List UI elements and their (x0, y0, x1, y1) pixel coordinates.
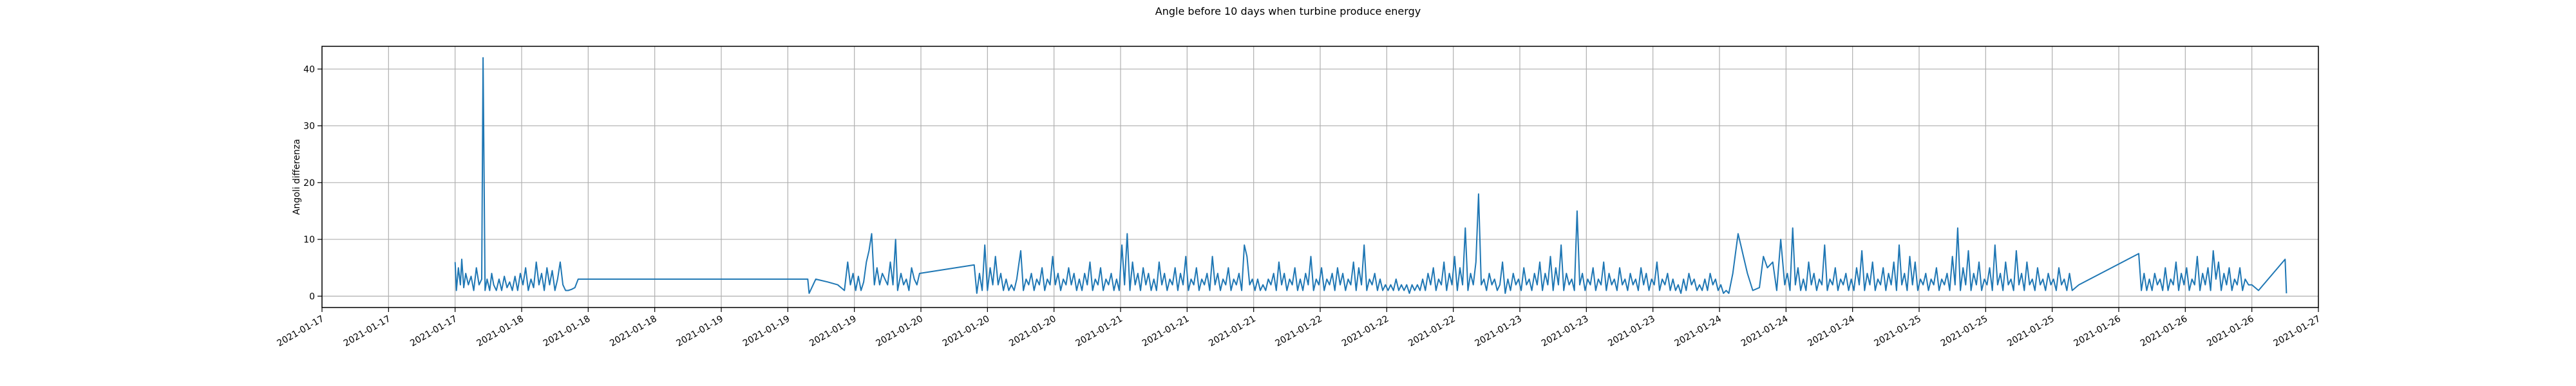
y-tick-label: 10 (303, 235, 315, 245)
x-axis: 2021-01-17 2021-01-17 2021-01-17 2021-01-18… (276, 308, 2322, 349)
x-tick-label: 2021-01-25 (2005, 314, 2056, 349)
x-tick-label: 2021-01-26 (2072, 314, 2123, 349)
x-tick-label: 2021-01-21 (1074, 314, 1124, 349)
x-tick-label: 2021-01-22 (1274, 314, 1324, 349)
x-tick-label: 2021-01-25 (1873, 314, 1923, 349)
x-tick-label: 2021-01-18 (475, 314, 526, 349)
plot-frame (321, 46, 2319, 308)
x-tick-label: 2021-01-20 (875, 314, 925, 349)
x-tick-label: 2021-01-22 (1340, 314, 1390, 349)
grid (321, 46, 2319, 308)
x-tick-label: 2021-01-19 (741, 314, 791, 349)
x-tick-label: 2021-01-25 (1939, 314, 1989, 349)
x-tick-label: 2021-01-27 (2272, 314, 2322, 349)
y-tick-label: 20 (303, 178, 315, 188)
x-tick-label: 2021-01-17 (276, 314, 326, 349)
chart-title: Angle before 10 days when turbine produc… (1155, 5, 1421, 17)
x-tick-label: 2021-01-17 (408, 314, 459, 349)
x-tick-label: 2021-01-18 (608, 314, 658, 349)
x-tick-label: 2021-01-18 (542, 314, 592, 349)
x-tick-label: 2021-01-19 (808, 314, 858, 349)
y-axis-label: Angoli differenza (292, 139, 302, 215)
x-tick-label: 2021-01-20 (941, 314, 991, 349)
y-tick-label: 40 (303, 64, 315, 75)
x-tick-label: 2021-01-21 (1207, 314, 1257, 349)
x-tick-label: 2021-01-20 (1007, 314, 1057, 349)
x-tick-label: 2021-01-23 (1606, 314, 1656, 349)
x-tick-label: 2021-01-24 (1806, 314, 1857, 349)
x-tick-label: 2021-01-21 (1141, 314, 1191, 349)
y-tick-label: 0 (309, 291, 315, 302)
x-tick-label: 2021-01-23 (1473, 314, 1524, 349)
x-tick-label: 2021-01-26 (2139, 314, 2190, 349)
x-tick-label: 2021-01-23 (1540, 314, 1590, 349)
x-tick-label: 2021-01-17 (342, 314, 392, 349)
y-axis: 0 10 20 30 40 (303, 64, 322, 302)
x-tick-label: 2021-01-19 (675, 314, 725, 349)
x-tick-label: 2021-01-24 (1673, 314, 1724, 349)
x-tick-label: 2021-01-26 (2205, 314, 2256, 349)
x-tick-label: 2021-01-22 (1406, 314, 1457, 349)
series-line (454, 57, 2287, 294)
x-tick-label: 2021-01-24 (1739, 314, 1790, 349)
y-tick-label: 30 (303, 122, 315, 132)
